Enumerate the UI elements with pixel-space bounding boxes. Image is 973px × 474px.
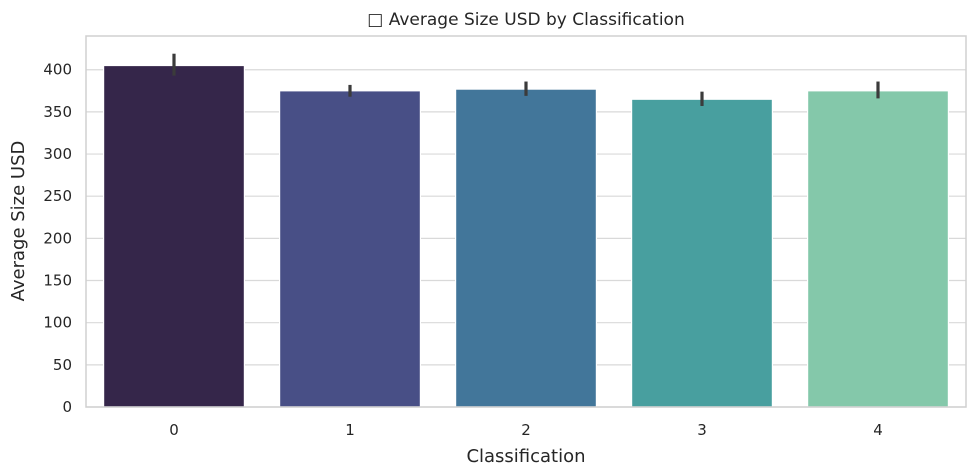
x-tick-label: 4: [873, 421, 883, 439]
y-tick-label: 150: [43, 272, 72, 290]
bars: [102, 64, 949, 408]
y-tick-label: 350: [43, 103, 72, 121]
bar-4: [806, 90, 949, 408]
bar-3: [630, 98, 773, 408]
y-tick-label: 100: [43, 314, 72, 332]
y-tick-label: 250: [43, 187, 72, 205]
bar-2: [455, 88, 598, 408]
y-tick-labels: 0 50 100 150 200 250 300 350 400: [43, 61, 72, 416]
y-tick-label: 0: [62, 398, 72, 416]
y-tick-label: 50: [53, 356, 72, 374]
plot-frame: [85, 35, 967, 408]
y-tick-label: 200: [43, 229, 72, 247]
x-tick-label: 2: [521, 421, 531, 439]
y-axis-label: Average Size USD: [8, 141, 29, 302]
x-axis-label: Classification: [466, 446, 585, 467]
x-tick-label: 3: [697, 421, 707, 439]
bar-0: [102, 64, 246, 408]
y-tick-label: 300: [43, 145, 72, 163]
x-tick-label: 1: [345, 421, 355, 439]
x-tick-labels: 0 1 2 3 4: [169, 421, 883, 439]
bar-1: [279, 90, 422, 408]
error-bars: [172, 53, 880, 106]
x-tick-label: 0: [169, 421, 179, 439]
chart-title: □ Average Size USD by Classification: [367, 10, 684, 30]
y-tick-label: 400: [43, 61, 72, 79]
